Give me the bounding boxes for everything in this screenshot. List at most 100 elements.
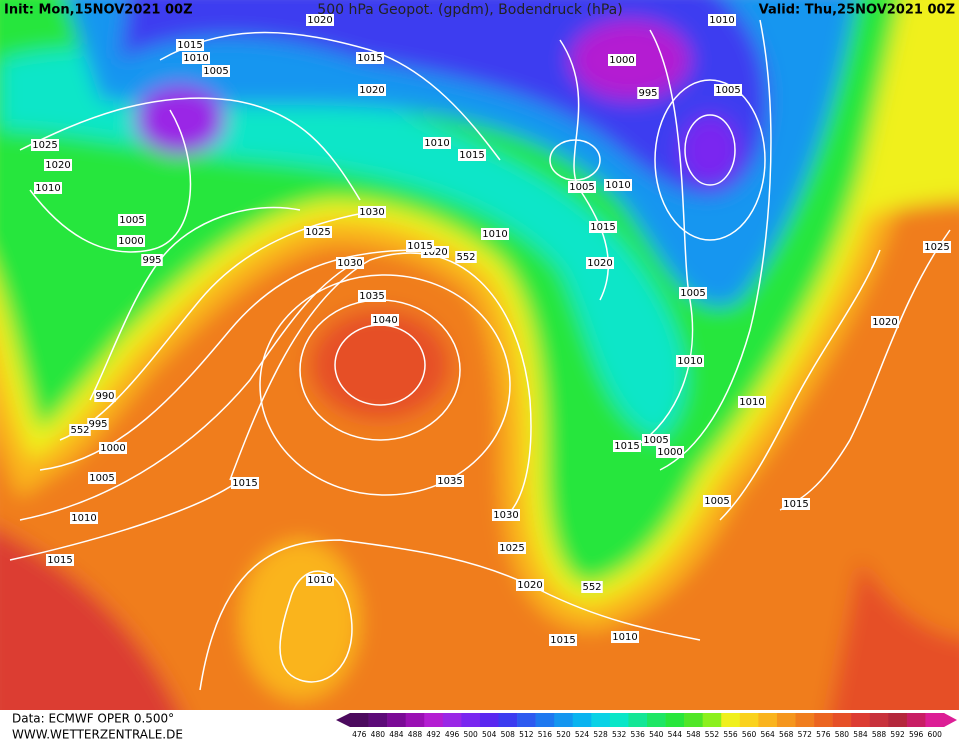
isobar-label: 1010 xyxy=(183,53,208,64)
isobar-label: 995 xyxy=(638,88,657,99)
label-box xyxy=(549,634,577,646)
colorbar-swatch xyxy=(535,713,555,727)
colorbar-label: 592 xyxy=(890,730,905,739)
init-time: Init: Mon,15NOV2021 00Z xyxy=(4,3,193,18)
isobar-label: 990 xyxy=(95,391,114,402)
isobar-labels: 1015101010051025102010101005100099599099… xyxy=(31,14,951,646)
isobar-label: 1025 xyxy=(924,242,949,253)
isobar-label: 1025 xyxy=(32,140,57,151)
colorbar-swatch xyxy=(869,713,889,727)
colorbar-label: 476 xyxy=(352,730,367,739)
isobar-label: 1020 xyxy=(517,580,542,591)
label-box xyxy=(481,228,509,240)
label-box xyxy=(676,355,704,367)
label-box xyxy=(44,159,72,171)
label-box xyxy=(94,390,116,402)
label-box xyxy=(306,14,334,26)
label-box xyxy=(679,287,707,299)
isobar-label: 1000 xyxy=(657,447,682,458)
colorbar-arrow xyxy=(336,713,350,727)
isobars xyxy=(9,19,951,691)
field-orange-core xyxy=(310,310,450,420)
isobar-label: 1015 xyxy=(590,222,615,233)
colorbar-label: 480 xyxy=(371,730,386,739)
colorbar-swatch xyxy=(851,713,871,727)
colorbar-label: 564 xyxy=(760,730,775,739)
isobar-label: 1025 xyxy=(305,227,330,238)
colorbar-swatch xyxy=(498,713,518,727)
colorbar-swatch xyxy=(405,713,425,727)
colorbar-swatch xyxy=(424,713,444,727)
isobar-label: 1030 xyxy=(493,510,518,521)
label-box xyxy=(637,87,659,99)
colorbar-swatch xyxy=(554,713,574,727)
label-box xyxy=(611,631,639,643)
isobar-label: 1005 xyxy=(715,85,740,96)
isobar-label: 1015 xyxy=(232,478,257,489)
colorbar-label: 524 xyxy=(575,730,590,739)
isobar-label: 1020 xyxy=(45,160,70,171)
label-box xyxy=(358,84,386,96)
isobar-label: 1015 xyxy=(783,499,808,510)
label-box xyxy=(458,149,486,161)
isobar-label: 1020 xyxy=(872,317,897,328)
label-box xyxy=(608,54,636,66)
colorbar-swatch xyxy=(517,713,536,727)
label-box xyxy=(31,139,59,151)
colorbar-label: 556 xyxy=(723,730,738,739)
isobar-label: 1015 xyxy=(407,241,432,252)
isobar-label: 1010 xyxy=(677,356,702,367)
colorbar-label: 576 xyxy=(816,730,831,739)
colorbar-label: 520 xyxy=(556,730,571,739)
isobar-label: 995 xyxy=(142,255,161,266)
label-box xyxy=(118,214,146,226)
label-box xyxy=(568,181,596,193)
field-yellow-right xyxy=(850,0,959,220)
isobar-label: 1005 xyxy=(203,66,228,77)
isobar-label: 1030 xyxy=(359,207,384,218)
isobar-label: 1010 xyxy=(71,513,96,524)
label-box xyxy=(455,251,477,263)
isobar-label: 1010 xyxy=(605,180,630,191)
isobar-label: 1015 xyxy=(47,555,72,566)
label-box xyxy=(182,52,210,64)
isobar-label: 1000 xyxy=(100,443,125,454)
colorbar-label: 588 xyxy=(872,730,887,739)
colorbar-label: 568 xyxy=(779,730,794,739)
isobar-label: 1015 xyxy=(459,150,484,161)
isobar-label: 1025 xyxy=(499,543,524,554)
isobar-label: 1020 xyxy=(587,258,612,269)
colorbar-label: 544 xyxy=(668,730,683,739)
website: WWW.WETTERZENTRALE.DE xyxy=(12,728,183,741)
label-box xyxy=(871,316,899,328)
field-red xyxy=(0,530,179,710)
label-box xyxy=(87,418,109,430)
colorbar-label: 540 xyxy=(649,730,664,739)
isobar-label: 1005 xyxy=(704,496,729,507)
label-box xyxy=(141,254,163,266)
isobar-label: 1010 xyxy=(739,397,764,408)
label-box xyxy=(336,257,364,269)
colorbar-swatch xyxy=(350,713,369,727)
isobar-label: 1010 xyxy=(307,575,332,586)
label-box xyxy=(406,240,434,252)
colorbar-label: 572 xyxy=(798,730,813,739)
colorbar-swatch xyxy=(684,713,703,727)
colorbar-swatch xyxy=(387,713,406,727)
colorbar-label: 600 xyxy=(928,730,943,739)
field-red xyxy=(830,560,959,710)
isobar-label: 1035 xyxy=(359,291,384,302)
label-box xyxy=(714,84,742,96)
colorbar-swatch xyxy=(925,713,945,727)
label-box xyxy=(371,314,399,326)
label-box xyxy=(498,542,526,554)
isobar-label: 1005 xyxy=(643,435,668,446)
valid-time: Valid: Thu,25NOV2021 00Z xyxy=(759,3,955,18)
label-box xyxy=(589,221,617,233)
isobar-label: 552 xyxy=(70,425,89,436)
isobar-label: 1010 xyxy=(35,183,60,194)
label-box xyxy=(613,440,641,452)
label-box xyxy=(34,182,62,194)
colorbar-label: 596 xyxy=(909,730,924,739)
